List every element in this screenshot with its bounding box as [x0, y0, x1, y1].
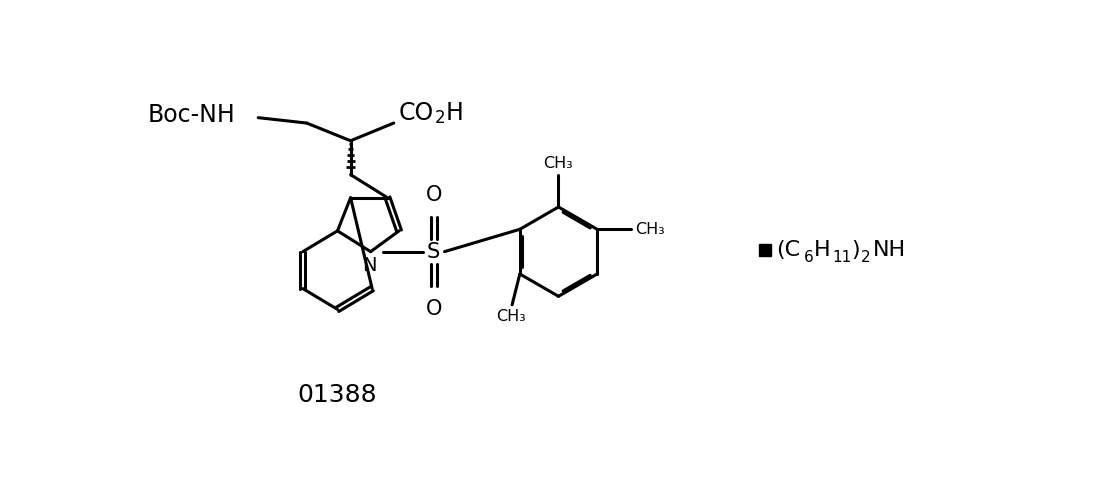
Text: CO: CO [400, 101, 434, 125]
Text: 2: 2 [435, 108, 445, 127]
Text: NH: NH [872, 240, 906, 260]
Text: CH₃: CH₃ [635, 222, 664, 237]
Text: 6: 6 [804, 250, 814, 265]
Text: H: H [814, 240, 830, 260]
Text: (C: (C [776, 240, 800, 260]
Text: O: O [425, 299, 442, 319]
Text: S: S [427, 241, 441, 262]
Text: 01388: 01388 [298, 383, 377, 407]
Text: ): ) [851, 240, 860, 260]
Text: O: O [425, 185, 442, 204]
Text: H: H [445, 101, 463, 125]
Text: CH₃: CH₃ [496, 309, 526, 324]
Text: Boc-NH: Boc-NH [147, 103, 235, 127]
Text: CH₃: CH₃ [544, 156, 573, 171]
Text: 11: 11 [831, 250, 851, 265]
Text: 2: 2 [861, 250, 871, 265]
Text: N: N [362, 256, 376, 275]
